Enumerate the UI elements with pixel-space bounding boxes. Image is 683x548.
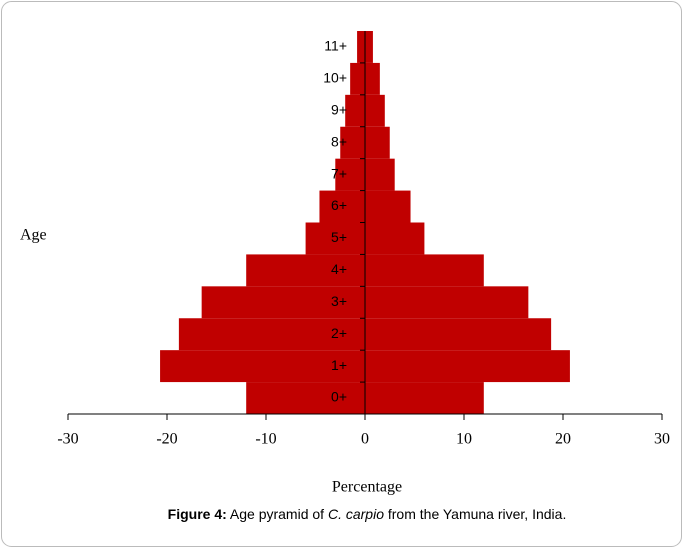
bar: [365, 190, 411, 223]
bar: [365, 350, 570, 383]
x-tick-label: 30: [654, 431, 670, 448]
bar: [365, 94, 385, 127]
caption-part: Age pyramid of: [227, 506, 328, 522]
bar: [350, 62, 365, 95]
bar: [365, 222, 425, 255]
y-tick-label: 9+: [331, 101, 347, 117]
y-tick-label: 6+: [331, 197, 347, 213]
bar: [365, 158, 395, 191]
bar: [246, 254, 365, 287]
caption: Figure 4: Age pyramid of C. carpio from …: [168, 506, 567, 522]
y-tick-label: 1+: [331, 357, 347, 373]
y-tick-label: 7+: [331, 165, 347, 181]
bar: [246, 382, 365, 414]
x-tick-label: -20: [156, 431, 177, 448]
y-tick-label: 3+: [331, 293, 347, 309]
bar: [201, 286, 365, 319]
y-tick-label: 5+: [331, 229, 347, 245]
x-tick-label: 0: [361, 431, 369, 448]
bar: [340, 126, 365, 159]
caption-part: from the Yamuna river, India.: [384, 506, 566, 522]
y-tick-label: 0+: [331, 389, 347, 405]
bar: [319, 190, 365, 223]
y-tick-label: 4+: [331, 261, 347, 277]
caption-part: Figure 4:: [168, 506, 227, 522]
bar: [365, 31, 373, 63]
bar: [365, 382, 484, 414]
y-tick-label: 10+: [323, 70, 347, 86]
y-axis-label: Age: [20, 227, 47, 244]
bar: [345, 94, 365, 127]
caption-part: C. carpio: [328, 506, 384, 522]
bar: [335, 158, 365, 191]
x-tick-label: -10: [255, 431, 276, 448]
bar: [305, 222, 365, 255]
x-axis-label: Percentage: [332, 479, 402, 496]
x-tick-label: -30: [57, 431, 78, 448]
bar: [357, 31, 365, 63]
y-tick-label: 2+: [331, 325, 347, 341]
bar: [365, 286, 529, 319]
bar: [365, 126, 390, 159]
bar: [365, 254, 484, 287]
x-tick-label: 10: [456, 431, 472, 448]
y-tick-label: 8+: [331, 133, 347, 149]
bar: [365, 62, 380, 95]
bar: [178, 318, 365, 351]
x-tick-label: 20: [555, 431, 571, 448]
bar: [365, 318, 552, 351]
y-tick-label: 11+: [324, 38, 347, 54]
bar: [160, 350, 365, 383]
